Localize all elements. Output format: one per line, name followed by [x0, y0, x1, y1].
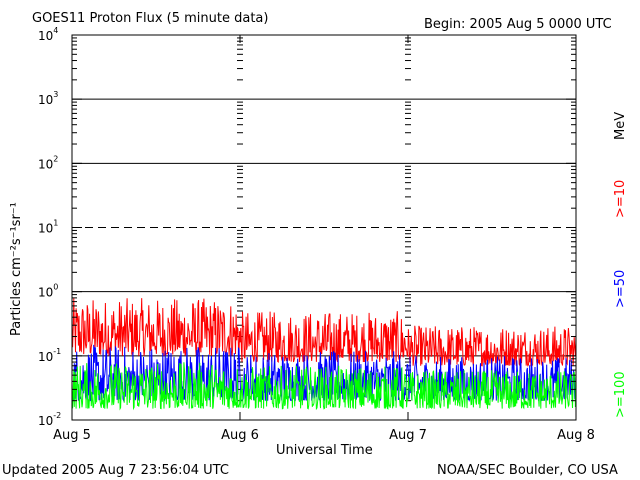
y-tick-label: 101: [38, 219, 58, 236]
y-tick-label: 10-1: [38, 347, 61, 364]
y-tick-label: 10-2: [38, 411, 61, 428]
legend: >=10 >=50 >=100: [613, 180, 628, 418]
y-tick-label: 102: [38, 154, 58, 171]
chart-title: GOES11 Proton Flux (5 minute data): [32, 11, 268, 26]
y-tick-exponent: 4: [53, 26, 58, 35]
legend-unit: MeV: [613, 112, 628, 140]
legend-item-10mev: >=10: [613, 180, 628, 218]
y-axis-label: Particles cm⁻²s⁻¹sr⁻¹: [9, 202, 24, 336]
footer-updated: Updated 2005 Aug 7 23:56:04 UTC: [2, 463, 229, 478]
x-axis-ticks: Aug 5 Aug 6 Aug 7 Aug 8: [53, 35, 595, 443]
footer-credit: NOAA/SEC Boulder, CO USA: [437, 463, 618, 478]
x-axis-label: Universal Time: [276, 443, 373, 458]
y-tick-exponent: 2: [53, 154, 58, 163]
y-tick-exponent: 0: [53, 283, 58, 292]
legend-item-50mev: >=50: [613, 270, 628, 308]
y-tick-exponent: 3: [53, 90, 58, 99]
y-tick-exponent: -2: [53, 411, 61, 420]
y-tick-label: 103: [38, 90, 58, 107]
grid-lines: [72, 37, 576, 402]
series-line-100mev: [71, 362, 577, 411]
x-tick-label: Aug 5: [53, 428, 91, 443]
series-lines: [71, 298, 577, 411]
x-tick-label: Aug 7: [389, 428, 427, 443]
y-tick-label: 100: [38, 283, 58, 300]
x-tick-label: Aug 6: [221, 428, 259, 443]
begin-label: Begin: 2005 Aug 5 0000 UTC: [424, 17, 612, 32]
legend-item-100mev: >=100: [613, 371, 628, 418]
x-tick-label: Aug 8: [557, 428, 595, 443]
y-tick-exponent: 1: [53, 219, 58, 228]
y-tick-exponent: -1: [53, 347, 61, 356]
y-tick-label: 104: [38, 26, 58, 43]
